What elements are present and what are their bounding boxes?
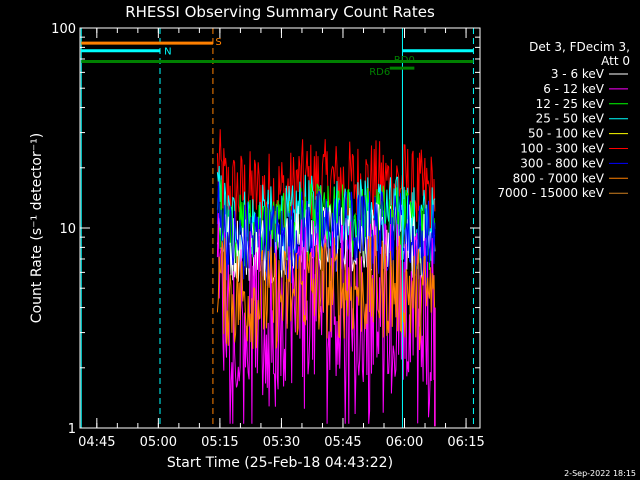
legend-label: 50 - 100 keV xyxy=(528,127,605,141)
y-axis: 1 10 100 xyxy=(51,22,480,437)
series-trace xyxy=(216,129,436,237)
legend-label: 7000 - 15000 keV xyxy=(497,186,604,200)
y-axis-label: Count Rate (s⁻¹ detector⁻¹) xyxy=(29,133,45,323)
legend-label: 25 - 50 keV xyxy=(536,112,605,126)
legend-header: Att 0 xyxy=(601,54,630,68)
plot-frame xyxy=(79,27,481,429)
y-tick-label: 10 xyxy=(59,222,76,237)
x-tick-label: 06:15 xyxy=(447,435,484,450)
footer-timestamp: 2-Sep-2022 18:15 xyxy=(564,469,636,478)
legend-label: 300 - 800 keV xyxy=(520,156,604,170)
marker-label: N xyxy=(164,47,171,58)
legend-label: 12 - 25 keV xyxy=(536,97,605,111)
marker-label: S xyxy=(215,37,221,48)
x-tick-label: 04:45 xyxy=(78,435,115,450)
legend-label: 3 - 6 keV xyxy=(551,67,605,81)
x-tick-label: 05:15 xyxy=(201,435,238,450)
marker-label: RD0 xyxy=(394,55,415,66)
data-marks xyxy=(216,129,436,427)
x-tick-label: 05:45 xyxy=(324,435,361,450)
y-tick-label: 1 xyxy=(68,422,76,437)
chart-title: RHESSI Observing Summary Count Rates xyxy=(125,3,435,21)
x-tick-label: 06:00 xyxy=(386,435,423,450)
legend-label: 6 - 12 keV xyxy=(543,82,605,96)
y-tick-label: 100 xyxy=(51,22,76,37)
x-axis: 04:45 05:00 05:15 05:30 05:45 06:00 06:15 xyxy=(78,28,485,450)
x-tick-label: 05:30 xyxy=(263,435,300,450)
legend-label: 100 - 300 keV xyxy=(520,142,604,156)
legend-label: 800 - 7000 keV xyxy=(513,171,605,185)
series-trace xyxy=(216,234,436,351)
x-tick-label: 05:00 xyxy=(140,435,177,450)
legend-header: Det 3, FDecim 3, xyxy=(529,40,630,54)
marker-label: RD6 xyxy=(369,67,390,78)
x-axis-label: Start Time (25-Feb-18 04:43:22) xyxy=(167,455,393,471)
